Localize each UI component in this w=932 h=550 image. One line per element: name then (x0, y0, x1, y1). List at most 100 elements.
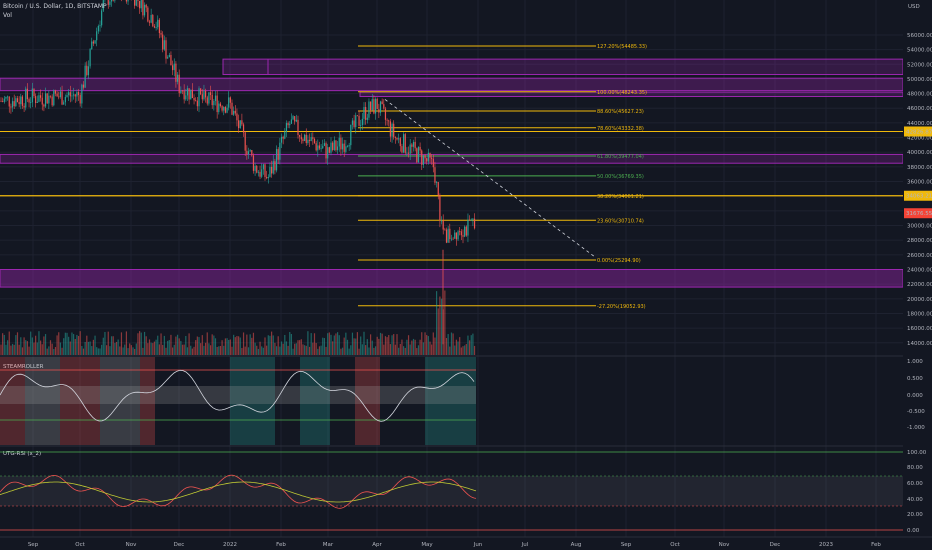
volume-bar (434, 337, 436, 355)
volume-bar (43, 336, 45, 355)
candle-body (462, 235, 464, 237)
candle-body (127, 0, 129, 2)
volume-bar (180, 340, 182, 355)
volume-bar (143, 331, 146, 355)
candle-body (142, 0, 144, 16)
candle-body (261, 169, 263, 177)
volume-bar (454, 345, 456, 355)
rsi-signal-line (0, 481, 477, 503)
time-axis[interactable]: Sep Oct Nov Dec 2022 Feb Mar Apr May Jun Jul Aug Sep… (0, 536, 932, 548)
volume-bar (335, 333, 337, 355)
candle-body (407, 152, 410, 154)
volume-bar (173, 344, 175, 355)
price-tick-label: 24000.00 (907, 268, 932, 274)
candle-body (363, 107, 365, 119)
candle-body (244, 132, 246, 151)
volume-bar (299, 340, 301, 355)
candle-body (5, 97, 7, 99)
candle-body (416, 148, 418, 163)
candle-body (383, 104, 385, 109)
candle-body (259, 171, 261, 177)
candle-body (284, 131, 286, 139)
candle-body (304, 134, 306, 142)
candle-body (153, 26, 156, 28)
volume-bar (120, 332, 123, 355)
candle-body (208, 92, 210, 104)
volume-bar (155, 339, 157, 355)
volume-bar (69, 341, 71, 355)
volume-bar (419, 339, 421, 355)
candle-body (110, 0, 113, 2)
candle-body (355, 115, 357, 128)
volume-bar (140, 332, 142, 355)
candle-body (140, 0, 142, 9)
candle-body (49, 95, 52, 97)
volume-bar (399, 343, 401, 355)
candle-body (327, 147, 329, 159)
price-axis[interactable]: USD 56000.00 54000.00 52000.00 50000.00 48000… (903, 0, 932, 550)
volume-bar (396, 334, 398, 355)
price-tick-label: 44000.00 (907, 121, 932, 127)
volume-bar (322, 337, 324, 355)
volume-bar (246, 334, 248, 355)
volume-bar (404, 347, 406, 355)
candle-body (346, 146, 349, 148)
candle-body (150, 15, 152, 23)
volume-bar (275, 346, 278, 355)
candle-body (82, 84, 85, 88)
candle-body (54, 90, 57, 94)
candle-body (409, 144, 411, 154)
price-tick-label: 22000.00 (907, 282, 932, 288)
volume-bar (327, 333, 329, 355)
volume-bar (346, 339, 349, 355)
candle-body (165, 40, 167, 59)
time-tick-label: Nov (126, 542, 137, 548)
volume-bar (305, 345, 307, 355)
candle-body (163, 40, 165, 50)
candle-body (11, 101, 14, 108)
candle-body (454, 232, 456, 239)
volume-bar (102, 337, 104, 355)
volume-bar (41, 344, 43, 355)
steam-tick-label: 0.500 (907, 376, 923, 382)
candle-body (86, 65, 88, 76)
volume-bar (150, 342, 152, 355)
candle-body (221, 106, 223, 111)
volume-bar (272, 335, 274, 355)
volume-bar (421, 332, 423, 355)
price-tick-label: 40000.00 (907, 150, 932, 156)
candle-body (84, 65, 86, 88)
volume-bar (63, 338, 65, 355)
candle-body (167, 57, 169, 59)
candle-body (46, 93, 48, 104)
volume-bar (77, 336, 80, 355)
volume-bar (284, 334, 286, 355)
steamroller-line (0, 369, 475, 422)
volume-bar (145, 336, 147, 355)
volume-bar (208, 343, 210, 355)
steam-tick-label: -1.000 (907, 425, 925, 431)
volume-bar (188, 333, 190, 355)
volume-bar (257, 348, 259, 355)
candle-body (366, 117, 368, 120)
candle-body (188, 88, 190, 100)
candle-body (109, 1, 111, 5)
candle-body (335, 140, 337, 151)
candle-body (183, 90, 185, 100)
candle-body (411, 144, 413, 147)
candle-body (241, 120, 243, 125)
rsi-tick-label: 20.00 (907, 512, 923, 518)
volume-bar (351, 332, 354, 355)
volume-bar (264, 337, 266, 355)
candle-body (71, 95, 73, 97)
volume-bar (122, 347, 124, 355)
volume-bar (383, 344, 385, 355)
candle-body (10, 106, 12, 108)
volume-bar (203, 345, 205, 355)
volume-bar (125, 331, 127, 355)
volume-bar (254, 342, 256, 355)
candle-body (310, 137, 312, 141)
candle-body (181, 90, 184, 92)
candle-body (254, 165, 256, 171)
